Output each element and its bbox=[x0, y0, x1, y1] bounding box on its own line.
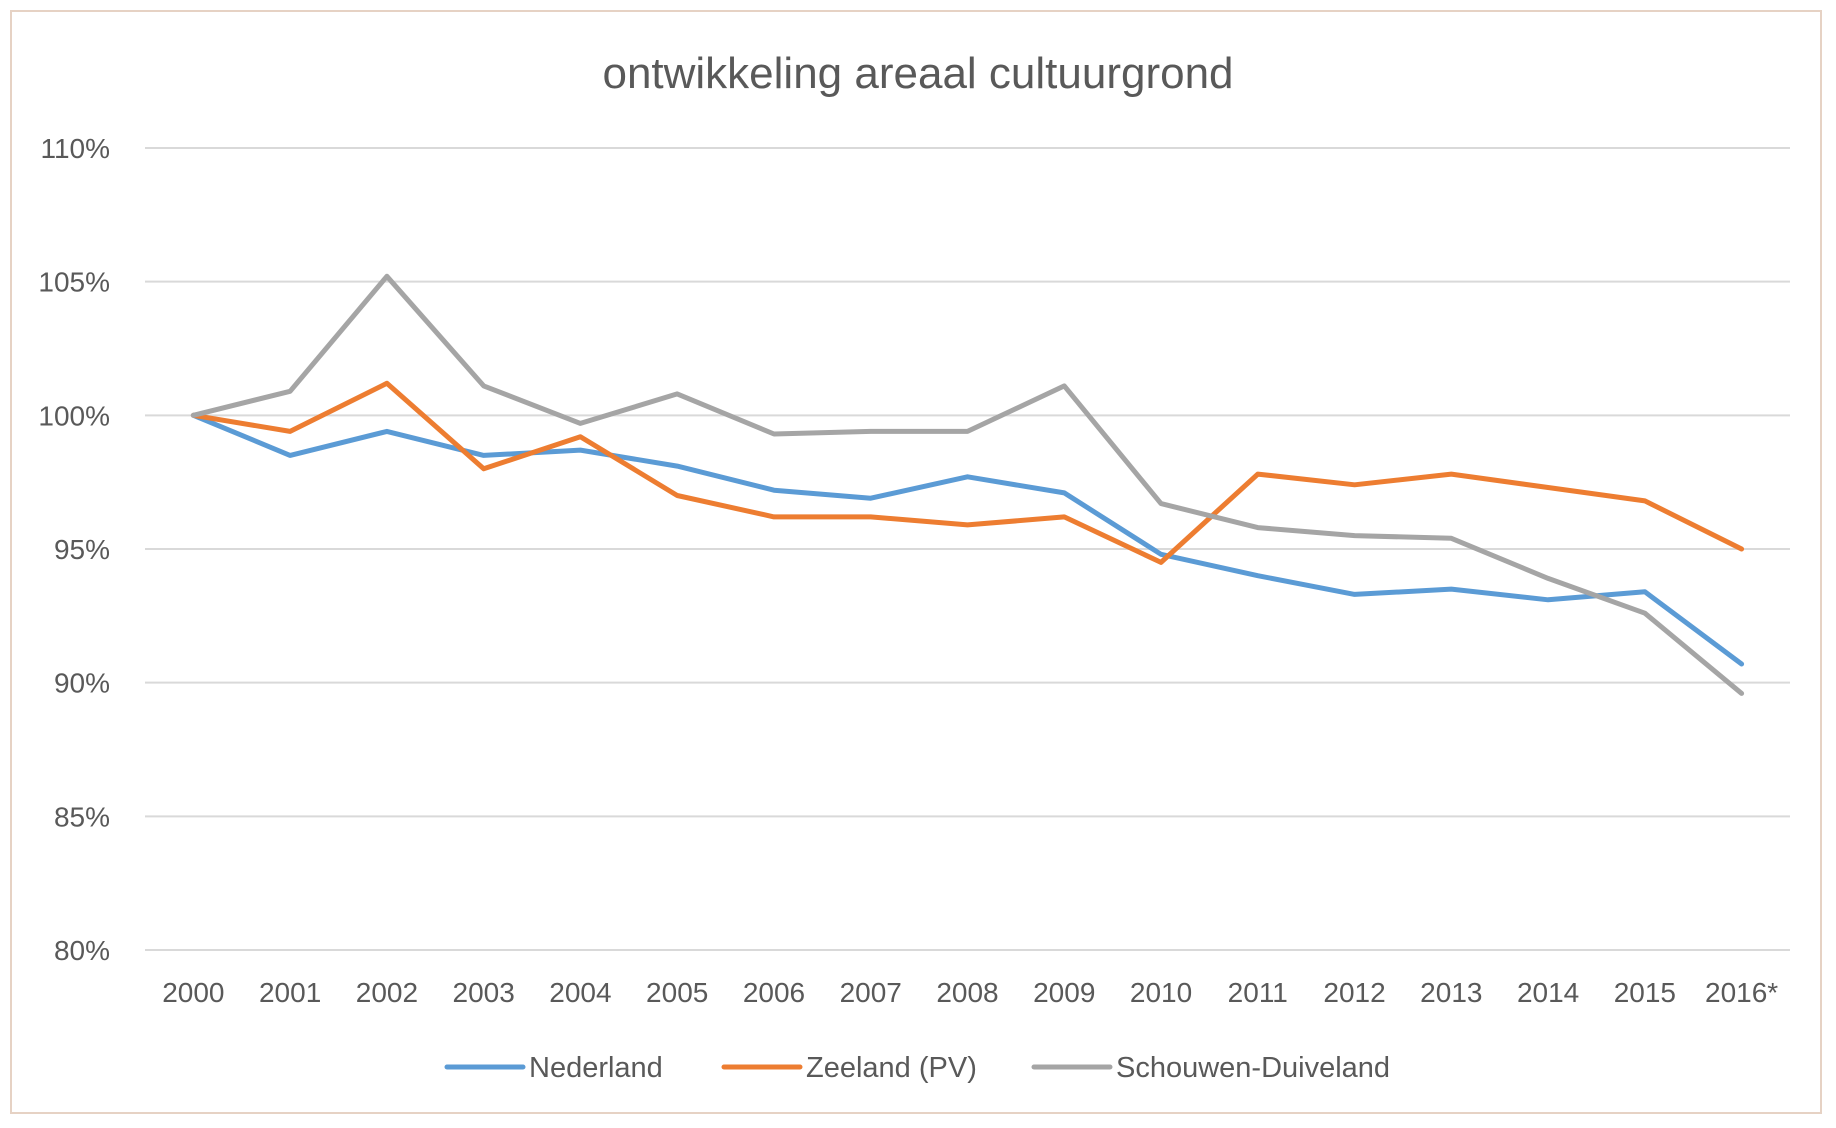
y-tick-label: 105% bbox=[38, 267, 110, 298]
x-tick-label: 2009 bbox=[1033, 977, 1095, 1008]
legend: Nederland Zeeland (PV) Schouwen-Duiveland bbox=[444, 1052, 1390, 1084]
series-line-schouwen-duiveland bbox=[190, 273, 1745, 696]
x-tick-label: 2004 bbox=[549, 977, 611, 1008]
x-tick-label: 2008 bbox=[936, 977, 998, 1008]
y-tick-label: 85% bbox=[54, 801, 110, 832]
x-tick-label: 2003 bbox=[453, 977, 515, 1008]
series-line-nederland bbox=[190, 412, 1745, 667]
x-tick-label: 2014 bbox=[1517, 977, 1579, 1008]
x-axis-tick-labels: 2000 2001 2002 2003 2004 2005 2006 2007 2008 2009… bbox=[162, 977, 1778, 1008]
legend-label: Zeeland (PV) bbox=[806, 1052, 977, 1084]
x-tick-label: 2000 bbox=[162, 977, 224, 1008]
x-tick-label: 2005 bbox=[646, 977, 708, 1008]
x-tick-label: 2012 bbox=[1323, 977, 1385, 1008]
x-tick-label: 2011 bbox=[1228, 977, 1288, 1008]
y-axis-tick-labels: 80% 85% 90% 95% 100% 105% 110% bbox=[38, 133, 110, 966]
x-tick-label: 2006 bbox=[743, 977, 805, 1008]
x-tick-label: 2015 bbox=[1614, 977, 1676, 1008]
x-tick-label: 2001 bbox=[259, 977, 321, 1008]
chart-frame bbox=[10, 10, 1822, 1114]
x-tick-label: 2016* bbox=[1705, 977, 1778, 1008]
x-tick-label: 2002 bbox=[356, 977, 418, 1008]
x-tick-label: 2010 bbox=[1130, 977, 1192, 1008]
y-tick-label: 100% bbox=[38, 400, 110, 431]
y-tick-label: 80% bbox=[54, 935, 110, 966]
chart-title: ontwikkeling areaal cultuurgrond bbox=[602, 49, 1233, 98]
legend-label: Schouwen-Duiveland bbox=[1116, 1052, 1390, 1084]
x-tick-label: 2007 bbox=[840, 977, 902, 1008]
legend-label: Nederland bbox=[529, 1052, 663, 1084]
series-line-zeeland-pv bbox=[190, 380, 1745, 565]
y-tick-label: 95% bbox=[54, 534, 110, 565]
gridlines bbox=[145, 147, 1790, 951]
y-tick-label: 110% bbox=[40, 133, 110, 164]
x-tick-label: 2013 bbox=[1420, 977, 1482, 1008]
series-lines bbox=[190, 273, 1745, 696]
y-tick-label: 90% bbox=[54, 668, 110, 699]
